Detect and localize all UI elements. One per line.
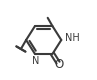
Text: O: O	[55, 58, 64, 71]
Text: N: N	[32, 56, 39, 66]
Text: NH: NH	[65, 33, 79, 43]
